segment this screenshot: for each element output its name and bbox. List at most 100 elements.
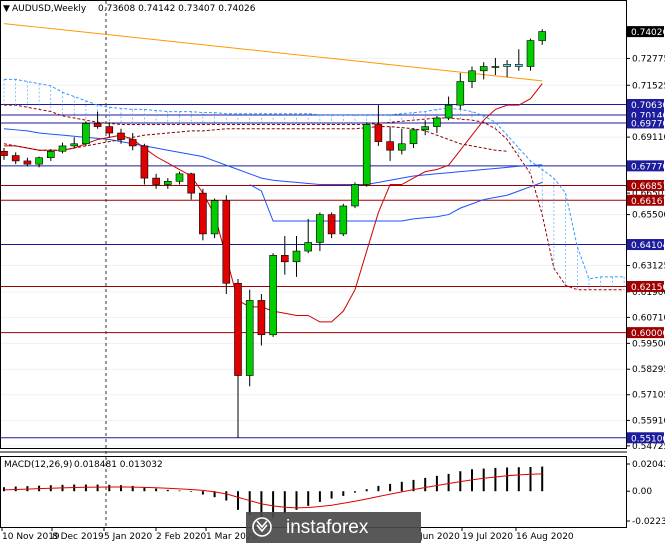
candle-body — [304, 242, 313, 252]
candlesticks — [0, 29, 547, 438]
chart-ohlc: 0.73608 0.74142 0.73407 0.74026 — [98, 4, 256, 14]
price-label-box — [627, 179, 664, 191]
price-label-box — [627, 160, 664, 172]
candle-body — [11, 155, 20, 162]
time-tick-label: 5 Jan 2020 — [104, 532, 152, 542]
price-label: 0.62150 — [631, 283, 665, 293]
price-label-box — [627, 109, 664, 121]
price-label: 0.64104 — [631, 241, 665, 251]
price-label-box — [627, 117, 664, 129]
candle-body — [70, 143, 78, 147]
candle-body — [374, 124, 383, 142]
watermark: instaforex — [246, 512, 421, 543]
candle-body — [421, 126, 430, 131]
chart-symbol: AUDUSD,Weekly — [12, 4, 87, 14]
macd-values: 0.018481 0.013032 — [74, 460, 163, 470]
time-tick-label: 2 Feb 2020 — [156, 532, 207, 542]
macd-tick-label: -0.022348 — [632, 517, 665, 527]
price-label-box — [627, 239, 664, 251]
candle-body — [82, 123, 90, 145]
price-label: 0.74026 — [631, 28, 665, 38]
candle-body — [386, 141, 394, 151]
candle-body — [105, 126, 114, 134]
candle-body — [140, 145, 149, 179]
price-tick-label: 0.58295 — [632, 365, 665, 375]
price-label: 0.69770 — [631, 119, 665, 129]
grid — [1, 57, 626, 447]
time-tick-label: 19 Jul 2020 — [462, 532, 513, 542]
candle-body — [175, 173, 184, 182]
candle-body — [152, 177, 160, 185]
macd-tick-label: 0.00 — [632, 487, 652, 497]
time-tick-label: 1 Mar 2020 — [206, 532, 258, 542]
candle-body — [128, 139, 137, 147]
candle-body — [46, 150, 55, 159]
price-tick-label: 0.54725 — [632, 442, 665, 452]
candle-body — [479, 66, 488, 72]
candle-body — [58, 145, 67, 152]
tenkan-line — [249, 181, 543, 222]
candle-body — [245, 300, 254, 376]
price-label: 0.55100 — [631, 434, 665, 444]
price-tick-label: 0.71525 — [632, 81, 665, 91]
price-tick-label: 0.66501 — [632, 189, 665, 199]
candle-body — [351, 184, 359, 207]
price-tick-label: 0.72775 — [632, 54, 665, 64]
candle-body — [397, 143, 406, 151]
time-tick-label: 10 Nov 2019 — [2, 532, 60, 542]
price-tick-label: 0.57105 — [632, 391, 665, 401]
macd-label: MACD(12,26,9) — [4, 460, 72, 470]
candle-body — [117, 132, 125, 140]
candle-body — [187, 173, 195, 194]
candle-body — [23, 160, 32, 165]
candle-body — [210, 200, 219, 235]
candle-body — [538, 31, 547, 41]
candle-body — [526, 40, 535, 67]
candle-body — [292, 250, 301, 263]
instaforex-logo-icon — [252, 517, 272, 537]
candle-body — [280, 255, 289, 263]
price-label-box — [627, 280, 664, 292]
price-tick-label: 0.63125 — [632, 262, 665, 272]
macd-signal-line — [3, 473, 543, 509]
candle-body — [35, 157, 43, 165]
price-label: 0.67770 — [631, 162, 665, 172]
macd-pane: 0.020425 0.00 -0.022348 — [3, 460, 665, 527]
ichimoku-cloud — [3, 78, 625, 291]
collapse-icon[interactable]: ▼ — [3, 4, 10, 14]
candle-body — [362, 124, 371, 185]
time-tick-label: Jun 2020 — [419, 532, 460, 542]
candle-body — [0, 150, 8, 156]
chikou-line — [3, 126, 508, 152]
price-label-box — [627, 26, 664, 38]
ma-blue-line — [3, 128, 543, 186]
candle-body — [199, 192, 207, 235]
candle-body — [269, 255, 277, 336]
macd-tick-label: 0.020425 — [632, 460, 665, 470]
price-label-box — [627, 194, 664, 206]
price-label: 0.60000 — [631, 329, 665, 339]
main-frame — [0, 0, 627, 449]
price-label: 0.70140 — [631, 112, 665, 122]
senkou-span-a-line — [4, 78, 625, 280]
horizontal-levels — [1, 103, 626, 439]
watermark-text: instaforex — [286, 517, 369, 538]
candle-body — [234, 282, 242, 376]
candle-body — [409, 129, 418, 145]
candle-body — [456, 81, 465, 106]
candle-body — [433, 117, 441, 127]
candle-body — [468, 70, 476, 82]
price-label: 0.66167 — [631, 197, 665, 207]
price-label-box — [627, 432, 664, 444]
price-label: 0.66857 — [631, 182, 665, 192]
price-label: 0.70630 — [631, 101, 665, 111]
time-tick-label: 16 Aug 2020 — [516, 532, 574, 542]
candle-body — [339, 205, 348, 235]
candle-body — [444, 104, 453, 119]
